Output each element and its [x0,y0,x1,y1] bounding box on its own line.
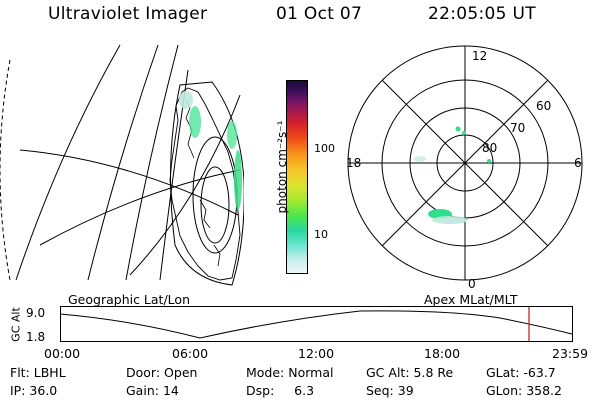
mlat-label-70: 70 [510,121,525,135]
mlt-label-18: 18 [346,156,361,170]
aurora-patch [455,126,461,132]
info-value: Open [164,365,198,380]
info-label: GLon: [486,383,523,398]
geographic-view [0,44,244,286]
latitude-line [19,149,239,216]
info-value: 358.2 [526,383,562,398]
info-label: Flt: [10,365,30,380]
info-dsp: Dsp: 6.3 [246,383,314,398]
info-ip: IP: 36.0 [10,383,57,398]
info-glat: GLat: -63.7 [486,365,556,380]
info-label: GLat: [486,365,520,380]
mlt-diagonal [381,79,549,247]
observation-time: 22:05:05 UT [428,4,536,24]
polar-plot: 12 18 6 0 60 70 80 [346,45,583,290]
info-value: 6.3 [294,383,315,398]
altitude-plot [60,306,573,342]
mlt-label-12: 12 [472,49,487,63]
colorbar-tick-label: 100 [314,142,335,155]
info-value: 14 [162,383,179,398]
mlat-label-80: 80 [482,141,497,155]
info-glon: GLon: 358.2 [486,383,562,398]
aurora-patch [414,156,426,162]
altitude-tick-label: 1.8 [26,330,46,344]
latitude-line [39,169,241,246]
info-gain: Gain: 14 [126,383,179,398]
info-mode: Mode: Normal [246,365,334,380]
info-value: -63.7 [523,365,556,380]
apex-label: Apex MLat/MLT [424,292,518,307]
altitude-tick-label: 9.0 [26,306,46,320]
info-value: 5.8 Re [413,365,454,380]
latitude-line [129,94,241,276]
mlt-label-6: 6 [574,156,582,170]
time-tick-label: 00:00 [44,346,81,361]
info-value: Normal [288,365,334,380]
time-tick-label: 06:00 [172,346,209,361]
longitude-line [15,44,121,281]
info-door: Door: Open [126,365,197,380]
aurora-emission [179,91,242,210]
info-label: Gain: [126,383,159,398]
aurora-patch [487,159,491,163]
aurora-patch [189,106,201,138]
info-label: Seq: [366,383,394,398]
info-label: GC Alt: [366,365,410,380]
aurora-patch [462,131,466,135]
mlt-label-0: 0 [468,277,476,290]
info-gc-alt: GC Alt: 5.8 Re [366,365,453,380]
coastline [169,87,241,281]
latitude-ring [200,166,230,244]
polar-aurora [414,126,491,224]
info-label: IP: [10,383,26,398]
mlat-label-60: 60 [536,99,551,113]
info-label: Dsp: [246,383,275,398]
aurora-patch [227,121,237,149]
instrument-title: Ultraviolet Imager [48,4,208,24]
info-flt: Flt: LBHL [10,365,66,380]
geographic-label: Geographic Lat/Lon [68,292,190,307]
altitude-curve [60,310,573,339]
color-scale-bar [286,80,308,274]
aurora-patch [432,216,468,224]
time-tick-label: 12:00 [298,346,335,361]
globe-edge [0,59,11,281]
observation-date: 01 Oct 07 [276,4,363,24]
aurora-patch [234,150,242,210]
longitude-line [87,44,159,281]
info-label: Mode: [246,365,285,380]
info-value: 36.0 [29,383,58,398]
info-value: LBHL [33,365,66,380]
info-label: Door: [126,365,161,380]
aurora-patch [179,91,193,109]
time-tick-label: 23:59 [552,346,589,361]
altitude-axis-label: GC Alt [9,307,23,342]
latitude-ring [192,136,238,254]
time-tick-label: 18:00 [424,346,461,361]
colorbar-tick-label: 10 [314,228,328,241]
info-seq: Seq: 39 [366,383,414,398]
info-value: 39 [397,383,414,398]
colorbar-unit-label: photon cm⁻²s⁻¹ [275,120,289,214]
longitude-line [125,44,179,281]
